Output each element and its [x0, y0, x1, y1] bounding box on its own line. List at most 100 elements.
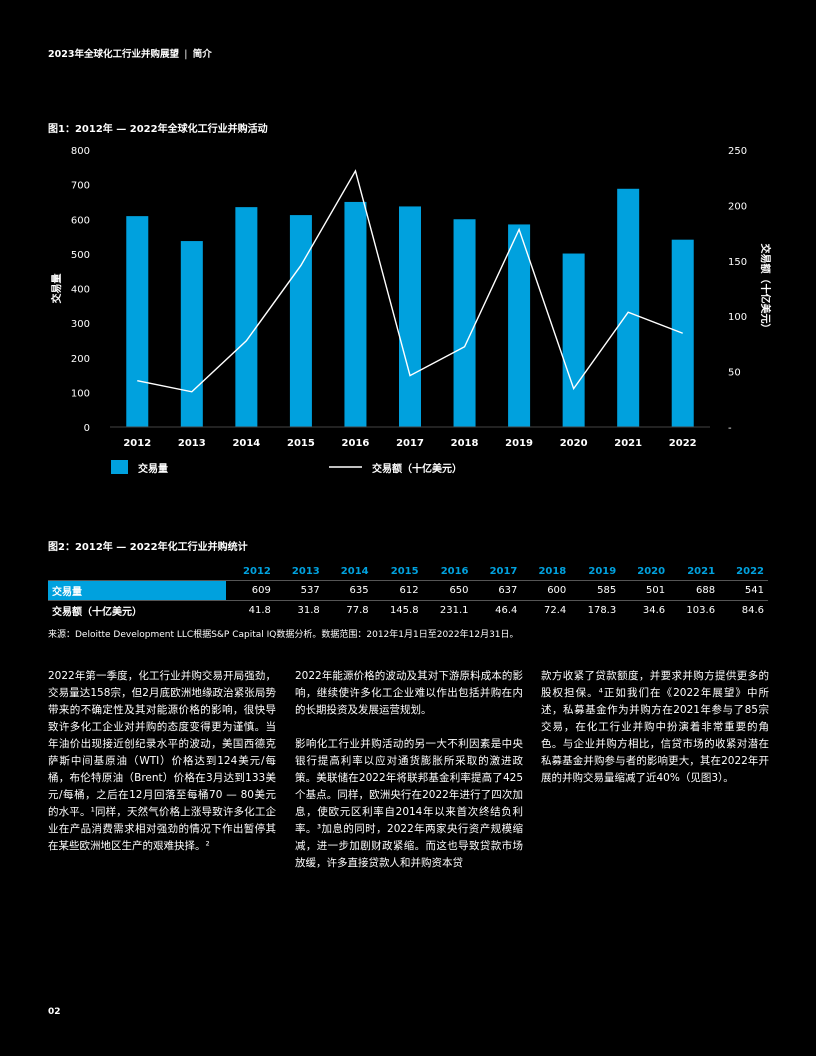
table-cell: 635: [323, 580, 373, 601]
y2-axis-title: 交易额（十亿美元）: [759, 244, 772, 334]
table-cell: 178.3: [587, 605, 617, 616]
paragraph: 2022年能源价格的波动及其对下游原料成本的影响，继续使许多化工企业难以作出包括…: [295, 670, 523, 716]
table-cell: 46.4: [495, 605, 518, 616]
table-row-label: 交易额（十亿美元）: [52, 607, 142, 618]
y-tick-label: 0: [84, 423, 90, 434]
y2-tick-label: -: [728, 423, 732, 434]
x-tick-label: 2013: [178, 438, 206, 449]
legend-bar-label: 交易量: [138, 462, 168, 475]
line-layer: [137, 169, 683, 393]
header-section: 简介: [192, 49, 212, 60]
x-tick-label: 2022: [669, 438, 697, 449]
axis-layer: 2012 2013 2014 2015 2016 2017 2018 2019 2020 2021…: [50, 146, 772, 449]
x-tick-label: 2017: [396, 438, 424, 449]
y-tick-label: 200: [71, 354, 90, 365]
body-column-1: 2022年第一季度，化工行业并购交易开局强劲，交易量达158宗，但2月底欧洲地缘…: [48, 668, 276, 872]
table-cell: 637: [472, 580, 522, 601]
bar: [617, 188, 640, 427]
table-cell: 612: [372, 580, 423, 601]
x-tick-label: 2018: [451, 438, 479, 449]
y2-tick-label: 100: [728, 312, 747, 323]
body-column-3: 款方收紧了贷款额度，并要求并购方提供更多的股权担保。⁴正如我们在《2022年展望…: [541, 668, 769, 804]
table-column-header: 2017: [472, 562, 522, 581]
x-tick-label: 2016: [342, 438, 370, 449]
bar: [289, 215, 312, 427]
value-line: [137, 169, 683, 393]
x-tick-label: 2014: [232, 438, 260, 449]
table-cell: 31.8: [297, 605, 320, 616]
stats-table: 2012 2013 2014 2015 2016 2017 2018 2019 2020 2021…: [48, 562, 768, 620]
table-cell: 77.8: [346, 605, 369, 616]
x-tick-label: 2021: [614, 438, 642, 449]
bar: [671, 239, 694, 427]
figure1-chart: 2012 2013 2014 2015 2016 2017 2018 2019 2020 2021…: [50, 146, 772, 475]
page-number: 02: [48, 1007, 61, 1017]
y-tick-label: 100: [71, 388, 90, 399]
chart-legend: 交易量 交易额（十亿美元）: [111, 460, 462, 475]
bars-layer: [126, 188, 694, 427]
figure1-title: 图1：2012年 — 2022年全球化工行业并购活动: [48, 124, 268, 135]
table-column-header: 2022: [719, 562, 768, 581]
figure2-title: 图2：2012年 — 2022年化工行业并购统计: [48, 542, 248, 553]
y2-tick-label: 150: [728, 257, 747, 268]
bar: [180, 241, 203, 427]
source-note: 来源：Deloitte Development LLC根据S&P Capital…: [48, 630, 519, 640]
table-row: 交易量 609 537 635 612 650 637 600 585 501 688 541: [48, 580, 768, 601]
table-row-label: 交易量: [48, 580, 226, 601]
table-cell: 145.8: [389, 605, 419, 616]
table-cell: 231.1: [439, 605, 469, 616]
x-tick-label: 2015: [287, 438, 315, 449]
table-column-header: 2018: [521, 562, 571, 581]
y-tick-label: 700: [71, 181, 90, 192]
table-column-header: 2014: [323, 562, 373, 581]
legend-bar-swatch: [111, 460, 128, 474]
header-title: 2023年全球化工行业并购展望: [48, 49, 179, 60]
table-column-header: 2016: [422, 562, 473, 581]
table-cell: 72.4: [544, 605, 567, 616]
y2-tick-label: 250: [728, 146, 747, 157]
table-cell: 41.8: [248, 605, 271, 616]
table-cell: 537: [274, 580, 324, 601]
table-cell: 34.6: [642, 605, 666, 616]
table-column-header: 2015: [372, 562, 423, 581]
y-tick-label: 600: [71, 215, 90, 226]
table-cell: 650: [422, 580, 473, 601]
x-tick-label: 2012: [123, 438, 151, 449]
table-column-header: 2020: [620, 562, 670, 581]
table-row: 交易额（十亿美元） 41.8 31.8 77.8 145.8 231.1 46.4 72.4 1…: [48, 601, 768, 621]
table-header-row: 2012 2013 2014 2015 2016 2017 2018 2019 2020 2021…: [48, 562, 768, 581]
bar: [508, 224, 531, 427]
body-column-2: 2022年能源价格的波动及其对下游原料成本的影响，继续使许多化工企业难以作出包括…: [295, 668, 523, 889]
y-tick-label: 500: [71, 250, 90, 261]
y-tick-label: 300: [71, 319, 90, 330]
table-column-header: 2021: [669, 562, 720, 581]
page-header: 2023年全球化工行业并购展望 | 简介: [48, 46, 212, 60]
x-tick-label: 2020: [560, 438, 588, 449]
y-axis-title: 交易量: [50, 274, 63, 304]
table-cell: 585: [570, 580, 621, 601]
paragraph: 款方收紧了贷款额度，并要求并购方提供更多的股权担保。⁴正如我们在《2022年展望…: [541, 670, 769, 784]
table-cell: 688: [669, 580, 720, 601]
table-cell: 600: [521, 580, 571, 601]
bar: [235, 207, 258, 427]
legend-line-label: 交易额（十亿美元）: [372, 462, 462, 475]
table-header-corner: [48, 562, 226, 581]
paragraph: 2022年第一季度，化工行业并购交易开局强劲，交易量达158宗，但2月底欧洲地缘…: [48, 670, 276, 852]
table-cell: 84.6: [741, 605, 764, 616]
x-tick-label: 2019: [505, 438, 533, 449]
bar: [399, 206, 421, 427]
table-column-header: 2012: [226, 562, 275, 581]
bar: [562, 253, 585, 427]
bar: [344, 201, 367, 427]
y2-tick-label: 200: [728, 201, 747, 212]
table-cell: 103.6: [686, 605, 716, 616]
table-column-header: 2013: [274, 562, 324, 581]
y2-tick-label: 50: [728, 368, 741, 379]
y-tick-label: 800: [71, 146, 90, 157]
table-cell: 609: [226, 580, 275, 601]
table-cell: 541: [719, 580, 768, 601]
bar: [126, 216, 149, 427]
bar: [453, 219, 476, 427]
header-separator: |: [184, 49, 188, 60]
table-cell: 501: [620, 580, 670, 601]
